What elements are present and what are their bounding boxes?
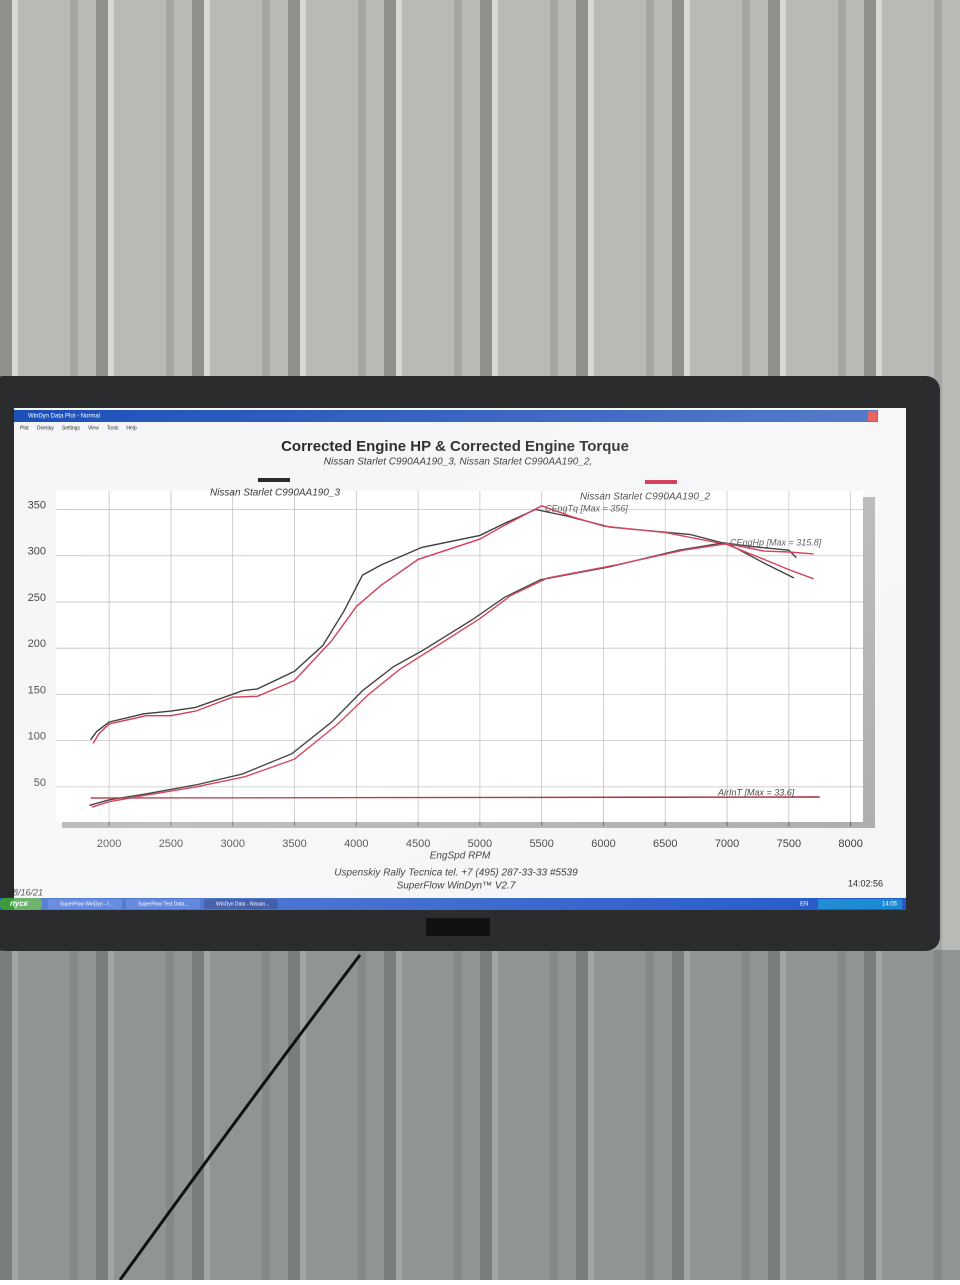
language: EN [800,902,808,908]
menu-item[interactable]: Settings [62,425,81,431]
y-tick-label: 200 [28,638,46,650]
x-tick-label: 4000 [344,838,368,850]
clock: 14:05 [882,902,898,908]
y-tick-label: 300 [28,546,46,558]
x-axis-label: EngSpd RPM [430,851,491,862]
annotation: CEngHp [Max = 315.8] [730,537,822,547]
menu-item[interactable]: Tools [107,425,119,431]
y-tick-label: 100 [28,731,46,743]
x-tick-label: 4500 [406,838,430,850]
title-bar [14,410,878,422]
legend-swatch [258,478,290,482]
y-tick-label: 50 [34,777,46,789]
x-tick-label: 5500 [529,838,553,850]
annotation: CEngTq [Max = 356] [545,503,628,513]
x-tick-label: 3500 [282,838,306,850]
x-tick-label: 6000 [591,838,615,850]
x-tick-label: 7500 [777,838,801,850]
close-button[interactable] [868,411,877,421]
wall-shadow [0,950,960,1280]
x-tick-label: 6500 [653,838,677,850]
start-label: пуск [10,899,29,908]
monitor-logo [426,918,490,936]
x-tick-label: 2500 [159,838,183,850]
menu-item[interactable]: Plot [20,425,29,431]
x-tick-label: 2000 [97,838,121,850]
x-tick-label: 5000 [468,838,492,850]
y-tick-label: 150 [28,684,46,696]
y-tick-label: 350 [28,499,46,511]
chart-title: Corrected Engine HP & Corrected Engine T… [281,438,629,455]
footer: Uspenskiy Rally Tecnica tel. +7 (495) 28… [334,868,578,879]
annotation: AirInT [Max = 33.6] [717,787,795,797]
menu-item[interactable]: Overlay [37,425,55,431]
task-label: SuperFlow WinDyn - I... [60,901,113,907]
task-list: SuperFlow WinDyn - I... SuperFlow Test Da… [48,899,278,909]
task-label: SuperFlow Test Data... [138,901,189,907]
time: 14:02:56 [848,878,883,888]
task-label: WinDyn Data - Nissan... [216,901,269,907]
data-line [90,796,820,799]
date: 08/16/21 [8,887,43,897]
x-tick-label: 7000 [715,838,739,850]
chart-subtitle: Nissan Starlet C990AA190_3, Nissan Starl… [324,457,593,468]
legend-label: Nissan Starlet C990AA190_2 [580,492,711,503]
window-title: WinDyn Data Plot - Normal [28,414,100,420]
menu-item[interactable]: Help [126,425,137,431]
cable [118,954,362,1281]
x-tick-label: 3000 [220,838,244,850]
x-tick-label: 8000 [838,838,862,850]
legend-swatch [645,480,677,484]
menu-item[interactable]: View [88,425,99,431]
legend-label: Nissan Starlet C990AA190_3 [210,488,341,499]
footer-version: SuperFlow WinDyn™ V2.7 [397,881,516,892]
y-tick-label: 250 [28,592,46,604]
